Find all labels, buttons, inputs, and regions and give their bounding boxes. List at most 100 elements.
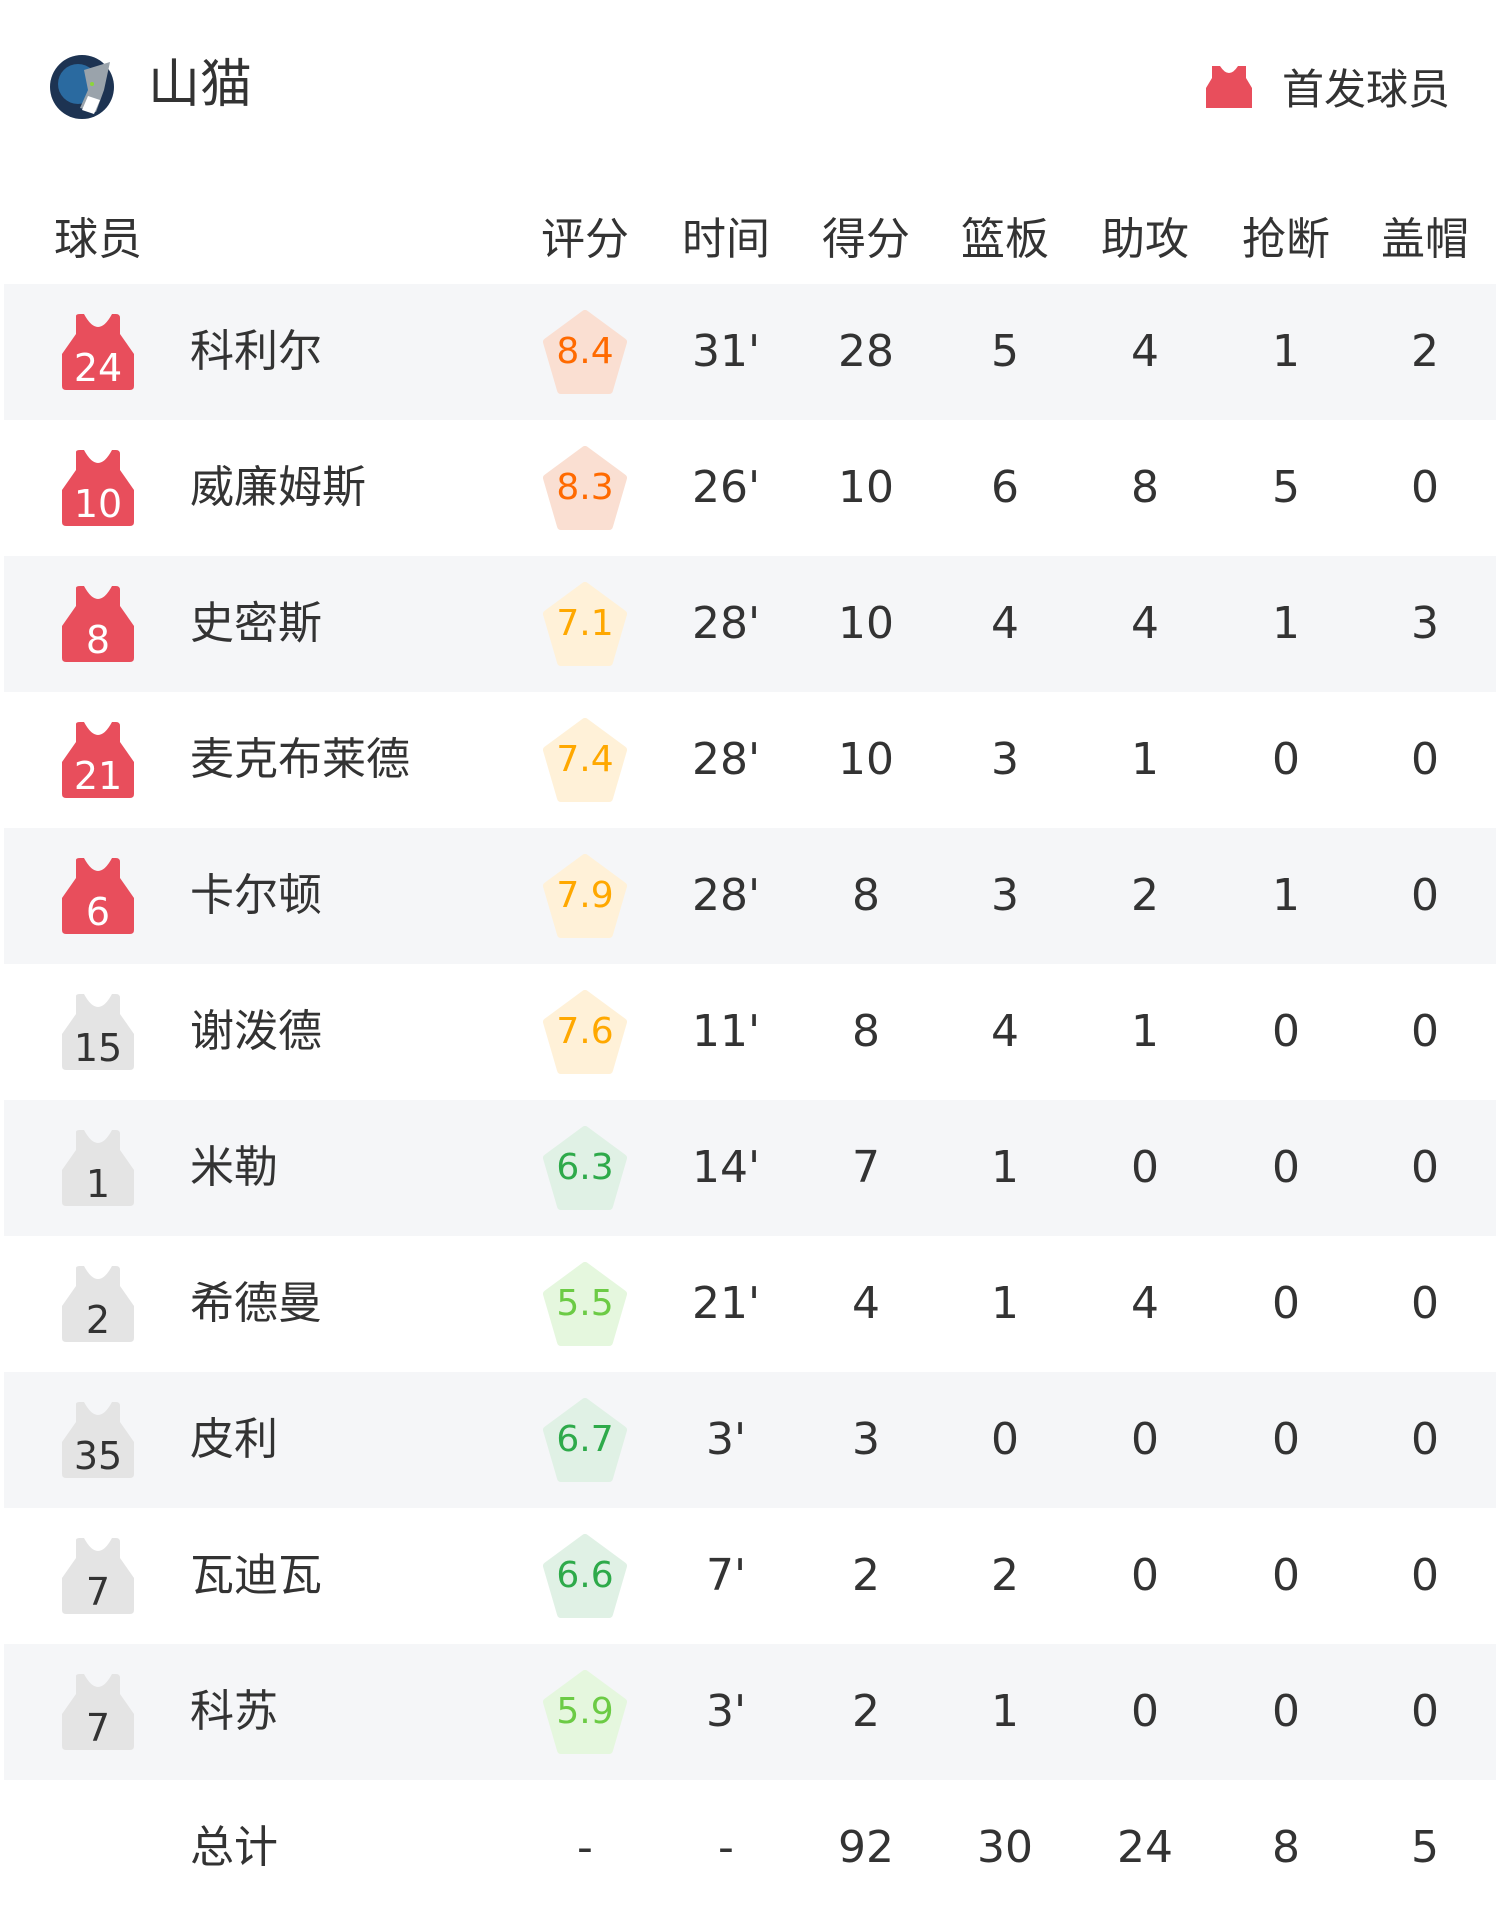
player-name[interactable]: 威廉姆斯 — [190, 462, 366, 513]
rating-badge: 7.1 — [543, 582, 627, 666]
table-row[interactable]: 8 史密斯 7.1 28' 10 4 4 1 3 — [4, 556, 1496, 692]
jersey-icon: 7 — [62, 1674, 134, 1750]
stat-time: 14' — [691, 1142, 761, 1193]
col-rebounds[interactable]: 篮板 — [961, 214, 1049, 265]
player-name[interactable]: 卡尔顿 — [190, 870, 322, 921]
stat-pts: 8 — [852, 870, 880, 921]
stat-time: 21' — [691, 1278, 761, 1329]
team-name: 山猫 — [148, 55, 253, 115]
rating-badge: 8.4 — [543, 310, 627, 394]
total-time: - — [718, 1822, 734, 1873]
jersey-icon: 10 — [62, 450, 134, 526]
col-player: 球员 — [54, 214, 142, 265]
stat-time: 7' — [705, 1550, 747, 1601]
jersey-icon: 8 — [62, 586, 134, 662]
rating-badge: 5.9 — [543, 1670, 627, 1754]
stat-stl: 1 — [1272, 870, 1300, 921]
stat-pts: 10 — [838, 734, 894, 785]
jersey-number: 21 — [73, 754, 123, 798]
player-name[interactable]: 米勒 — [190, 1142, 278, 1193]
stat-blk: 0 — [1411, 1142, 1439, 1193]
stat-reb: 6 — [991, 462, 1019, 513]
col-time[interactable]: 时间 — [682, 214, 770, 265]
stat-pts: 10 — [838, 462, 894, 513]
stat-ast: 4 — [1131, 1278, 1159, 1329]
player-name[interactable]: 麦克布莱德 — [190, 734, 410, 785]
stat-stl: 5 — [1272, 462, 1300, 513]
table-row[interactable]: 21 麦克布莱德 7.4 28' 10 3 1 0 0 — [4, 692, 1496, 828]
stat-reb: 1 — [991, 1686, 1019, 1737]
table-row[interactable]: 24 科利尔 8.4 31' 28 5 4 1 2 — [4, 284, 1496, 420]
stat-pts: 10 — [838, 598, 894, 649]
jersey-icon: 7 — [62, 1538, 134, 1614]
rating-value: 7.1 — [556, 603, 614, 644]
stat-pts: 2 — [852, 1550, 880, 1601]
player-name[interactable]: 科苏 — [190, 1686, 278, 1737]
table-row[interactable]: 35 皮利 6.7 3' 3 0 0 0 0 — [4, 1372, 1496, 1508]
col-blocks[interactable]: 盖帽 — [1381, 214, 1469, 265]
stat-stl: 1 — [1272, 326, 1300, 377]
stat-ast: 0 — [1131, 1142, 1159, 1193]
table-row[interactable]: 6 卡尔顿 7.9 28' 8 3 2 1 0 — [4, 828, 1496, 964]
rating-value: 5.9 — [556, 1691, 614, 1732]
rating-badge: 6.6 — [543, 1534, 627, 1618]
stat-stl: 0 — [1272, 1278, 1300, 1329]
rating-value: 7.4 — [556, 739, 614, 780]
stat-pts: 3 — [852, 1414, 880, 1465]
starter-legend: 首发球员 — [1205, 56, 1450, 117]
stat-time: 26' — [691, 462, 761, 513]
player-name[interactable]: 希德曼 — [190, 1278, 322, 1329]
col-rating[interactable]: 评分 — [541, 214, 629, 265]
stat-reb: 4 — [991, 598, 1019, 649]
col-points[interactable]: 得分 — [822, 214, 910, 265]
jersey-number: 7 — [85, 1570, 111, 1614]
rating-badge: 6.3 — [543, 1126, 627, 1210]
stat-ast: 4 — [1131, 598, 1159, 649]
stat-ast: 0 — [1131, 1414, 1159, 1465]
stat-blk: 0 — [1411, 1006, 1439, 1057]
col-assists[interactable]: 助攻 — [1101, 214, 1189, 265]
starter-legend-label: 首发球员 — [1281, 65, 1450, 114]
stat-pts: 8 — [852, 1006, 880, 1057]
stat-ast: 0 — [1131, 1550, 1159, 1601]
player-name[interactable]: 谢泼德 — [190, 1006, 322, 1057]
table-row[interactable]: 2 希德曼 5.5 21' 4 1 4 0 0 — [4, 1236, 1496, 1372]
stat-stl: 1 — [1272, 598, 1300, 649]
jersey-number: 6 — [85, 890, 111, 934]
stat-blk: 0 — [1411, 1414, 1439, 1465]
table-row[interactable]: 10 威廉姆斯 8.3 26' 10 6 8 5 0 — [4, 420, 1496, 556]
player-name[interactable]: 瓦迪瓦 — [190, 1550, 322, 1601]
table-row[interactable]: 15 谢泼德 7.6 11' 8 4 1 0 0 — [4, 964, 1496, 1100]
stat-reb: 3 — [991, 870, 1019, 921]
total-ast: 24 — [1117, 1822, 1173, 1873]
team-header: 山猫 首发球员 — [0, 0, 1500, 170]
stat-pts: 4 — [852, 1278, 880, 1329]
jersey-icon: 35 — [62, 1402, 134, 1478]
rating-value: 8.3 — [556, 467, 614, 508]
stat-time: 3' — [705, 1414, 747, 1465]
table-row[interactable]: 7 瓦迪瓦 6.6 7' 2 2 0 0 0 — [4, 1508, 1496, 1644]
stat-time: 28' — [691, 734, 761, 785]
totals-label: 总计 — [190, 1822, 278, 1873]
stat-time: 31' — [691, 326, 761, 377]
total-stl: 8 — [1272, 1822, 1300, 1873]
jersey-icon: 21 — [62, 722, 134, 798]
stat-time: 3' — [705, 1686, 747, 1737]
player-name[interactable]: 科利尔 — [190, 326, 322, 377]
stat-time: 11' — [691, 1006, 761, 1057]
rating-value: 7.6 — [556, 1011, 614, 1052]
stat-blk: 0 — [1411, 734, 1439, 785]
jersey-icon: 6 — [62, 858, 134, 934]
col-steals[interactable]: 抢断 — [1242, 214, 1330, 265]
table-row[interactable]: 7 科苏 5.9 3' 2 1 0 0 0 — [4, 1644, 1496, 1780]
table-header: 球员 评分 时间 得分 篮板 助攻 抢断 盖帽 — [0, 185, 1500, 285]
jersey-number: 2 — [85, 1298, 111, 1342]
stat-pts: 7 — [852, 1142, 880, 1193]
player-table: 24 科利尔 8.4 31' 28 5 4 1 2 10 威廉姆斯 8.3 26' 10 6 8 5 0… — [0, 284, 1500, 1916]
player-name[interactable]: 史密斯 — [190, 598, 322, 649]
jersey-number: 1 — [85, 1162, 111, 1206]
stat-reb: 3 — [991, 734, 1019, 785]
rating-value: 6.7 — [556, 1419, 614, 1460]
table-row[interactable]: 1 米勒 6.3 14' 7 1 0 0 0 — [4, 1100, 1496, 1236]
player-name[interactable]: 皮利 — [190, 1414, 278, 1465]
